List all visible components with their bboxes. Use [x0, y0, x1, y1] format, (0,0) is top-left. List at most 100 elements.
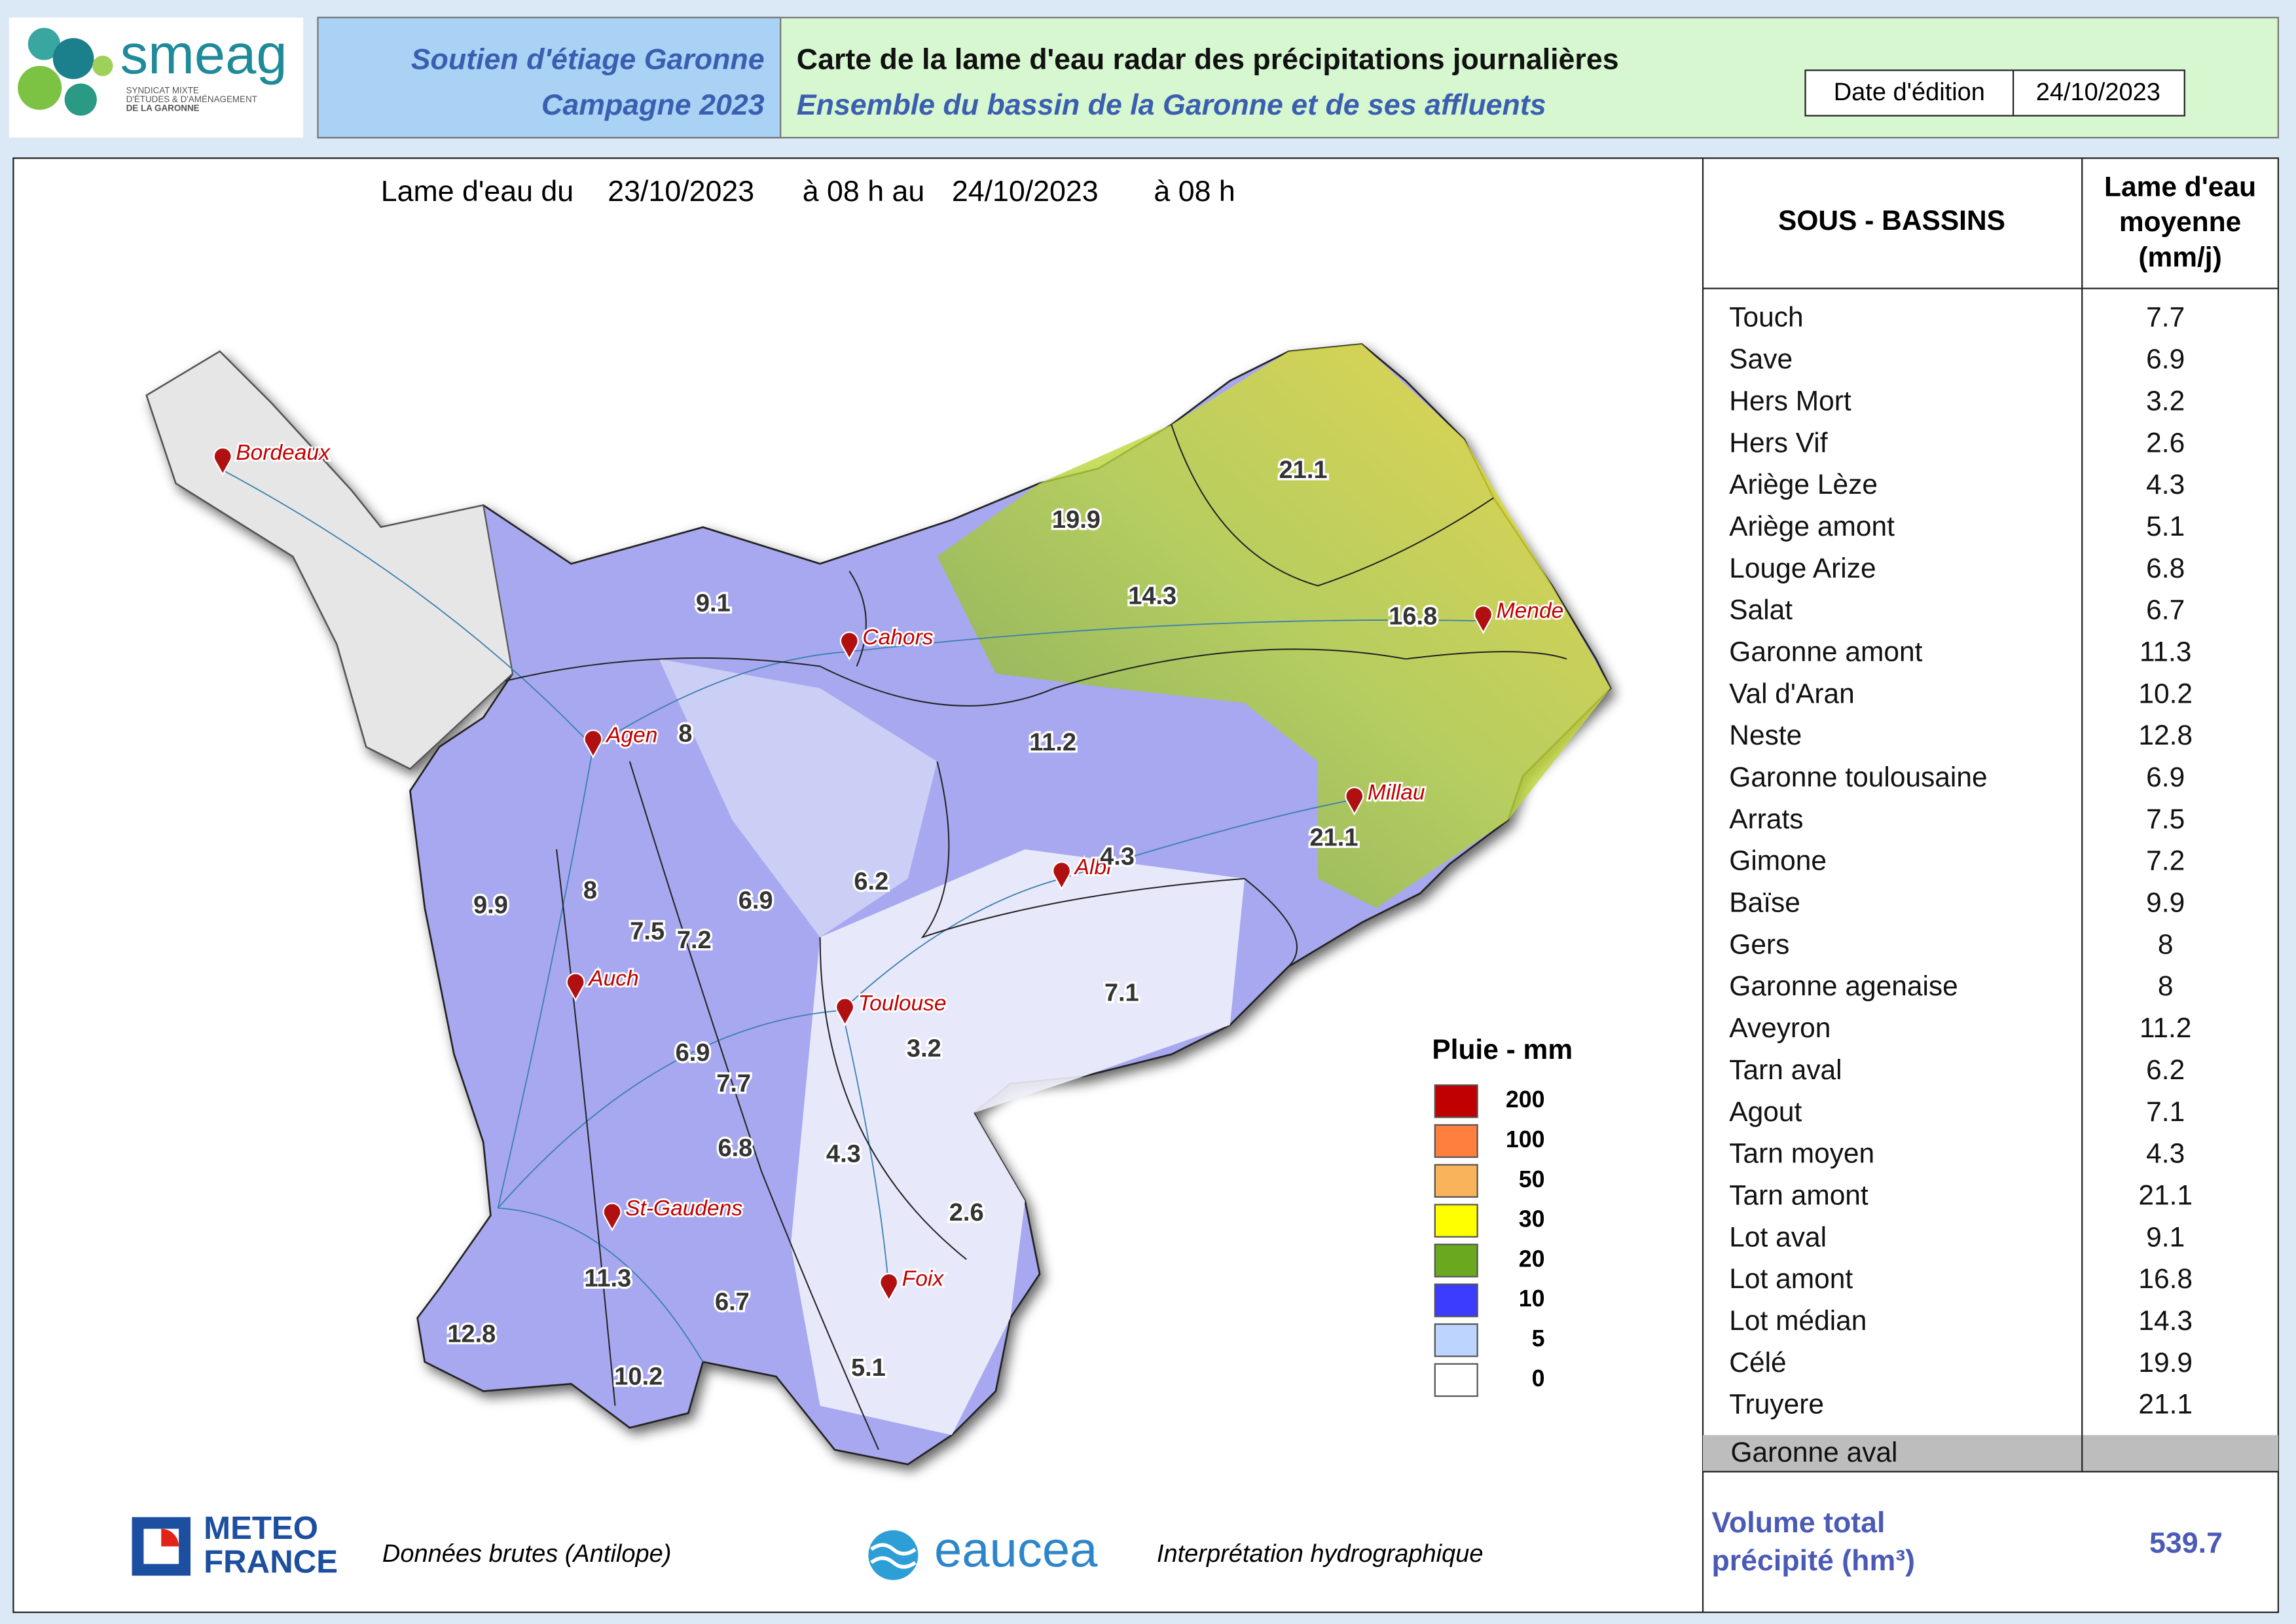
legend-swatch — [1434, 1204, 1478, 1238]
basin-name: Arrats — [1729, 804, 1803, 835]
table-rows: Touch 7.7 Save 6.9 Hers Mort 3.2 Hers Vif 2.6 Ar… — [1729, 303, 2193, 1420]
legend-swatch — [1434, 1363, 1478, 1397]
meteo-line: FRANCE — [204, 1543, 338, 1579]
logo-tagline: SYNDICAT MIXTE D'ÉTUDES & D'AMÉNAGEMENT DE… — [126, 85, 257, 113]
city-name: Millau — [1368, 781, 1425, 805]
basin-name: Ariège Lèze — [1729, 470, 1878, 500]
basin-value: 16.8 — [1389, 603, 1437, 631]
tagline: DE LA GARONNE — [126, 103, 200, 113]
city-pin — [213, 447, 232, 476]
basin-value: 6.9 — [2146, 344, 2185, 375]
basin-value: 6.8 — [2146, 553, 2185, 584]
cities: Bordeaux Cahors Agen Albi Millau Mende Auch Tou… — [213, 439, 1565, 1302]
basin-value: 3.2 — [2146, 386, 2185, 416]
basin-value: 7.2 — [677, 927, 712, 954]
rivers — [219, 468, 1484, 1363]
meteo-icon-sun — [161, 1528, 179, 1547]
legend-swatch — [1434, 1283, 1478, 1318]
basin-value: 7.7 — [716, 1070, 751, 1098]
map-title-part: à 08 h — [1154, 175, 1235, 208]
basin-value: 11.3 — [2140, 637, 2192, 667]
tagline: SYNDICAT MIXTE — [126, 85, 199, 95]
city-name: Foix — [902, 1266, 945, 1291]
header-left — [317, 16, 782, 139]
basin-value: 21.1 — [2138, 1390, 2193, 1420]
city-pin — [1345, 786, 1364, 816]
date: 24/10/2023 — [2036, 79, 2160, 106]
basin-value: 6.9 — [2146, 762, 2185, 793]
basin-value: 8 — [2158, 929, 2174, 960]
header-title: Carte de la lame d'eau radar des précipi… — [797, 44, 1619, 76]
map-title-part: 24/10/2023 — [952, 175, 1099, 208]
basin-name: Ariège amont — [1729, 511, 1895, 542]
basin-name: Save — [1729, 344, 1793, 375]
total-label: Volume total précipité (hm³) — [1711, 1507, 1915, 1577]
map-title-part: 23/10/2023 — [608, 175, 754, 208]
basin-name: Tarn aval — [1729, 1055, 1842, 1086]
basin-name: Lot médian — [1729, 1306, 1867, 1337]
header-line: Lame d'eau — [2104, 172, 2256, 203]
basin-name: Garonne amont — [1729, 637, 1922, 667]
basin-value: 9.9 — [473, 891, 508, 919]
header-left-subtitle: Campagne 2023 — [541, 89, 765, 121]
basin-labels: 9.1 19.9 21.1 14.3 16.8 8 11.2 21.1 4.3 6.2 9.9 8 6.… — [445, 454, 1440, 1393]
basin-name: Val d'Aran — [1729, 678, 1854, 709]
tagline: D'ÉTUDES & D'AMÉNAGEMENT — [126, 94, 257, 104]
basin-name: Célé — [1729, 1348, 1786, 1378]
basin-name: Agout — [1729, 1097, 1802, 1128]
basin-value: 6.8 — [718, 1135, 752, 1162]
basin-value: 4.3 — [1100, 843, 1135, 870]
basin-name: Hers Vif — [1729, 428, 1827, 458]
eaucea-icon — [868, 1530, 919, 1580]
basin-value: 8 — [583, 877, 597, 904]
header-left-title: Soutien d'étiage Garonne — [411, 44, 765, 76]
basin-value: 5.1 — [2146, 511, 2185, 542]
basin-value: 19.9 — [2138, 1348, 2193, 1378]
basin-value: 12.8 — [2138, 720, 2193, 751]
date-box — [1804, 69, 2185, 117]
city-name: Agen — [605, 724, 657, 748]
city-pin — [879, 1272, 899, 1302]
basin-value: 9.9 — [2146, 888, 2185, 919]
basin-name: Aveyron — [1729, 1013, 1831, 1044]
basin-name: Tarn moyen — [1729, 1139, 1874, 1170]
city-pin — [835, 997, 855, 1027]
city-pin — [602, 1202, 622, 1232]
basin-value: 9.1 — [696, 590, 731, 618]
city-pin — [1474, 605, 1493, 635]
city-name: Bordeaux — [236, 441, 331, 465]
eaucea-text: Interprétation hydrographique — [1157, 1540, 1484, 1568]
basin-value: 7.2 — [2146, 846, 2185, 877]
legend-value: 200 — [1506, 1086, 1545, 1113]
meteo-line: METEO — [204, 1510, 318, 1546]
header-value: Lame d'eau moyenne (mm/j) — [2104, 172, 2256, 273]
basin-value: 8 — [2158, 971, 2174, 1002]
legend-value: 0 — [1532, 1365, 1545, 1392]
legend-value: 100 — [1506, 1126, 1545, 1153]
rain-zone-low — [790, 849, 1245, 1435]
city-pin — [566, 972, 585, 1002]
basin-value: 4.3 — [2146, 470, 2185, 500]
basin-value: 14.3 — [2138, 1306, 2193, 1337]
meteo-text: Données brutes (Antilope) — [382, 1540, 671, 1568]
city-name: Auch — [587, 967, 638, 991]
header-basins: SOUS - BASSINS — [1778, 206, 2005, 236]
legend-value: 50 — [1519, 1166, 1545, 1192]
basin-value: 6.2 — [2146, 1055, 2185, 1086]
rain-zone-high — [937, 344, 1611, 908]
basin-value: 7.7 — [2146, 303, 2185, 333]
basin-name: Hers Mort — [1729, 386, 1851, 416]
city-pin — [1052, 861, 1072, 891]
basin-value: 6.2 — [854, 868, 888, 896]
basin-value: 7.5 — [630, 918, 665, 946]
date-label: Date d'édition — [1834, 79, 1985, 106]
basin-value: 16.8 — [2138, 1264, 2193, 1295]
basin-value: 6.7 — [715, 1288, 750, 1316]
basin-name: Touch — [1729, 303, 1803, 333]
basin-name: Salat — [1729, 595, 1793, 626]
legend-swatch — [1434, 1164, 1478, 1198]
basin-value: 11.2 — [2140, 1013, 2192, 1044]
total-line: précipité (hm³) — [1711, 1545, 1915, 1577]
basin-name: Louge Arize — [1729, 553, 1876, 584]
